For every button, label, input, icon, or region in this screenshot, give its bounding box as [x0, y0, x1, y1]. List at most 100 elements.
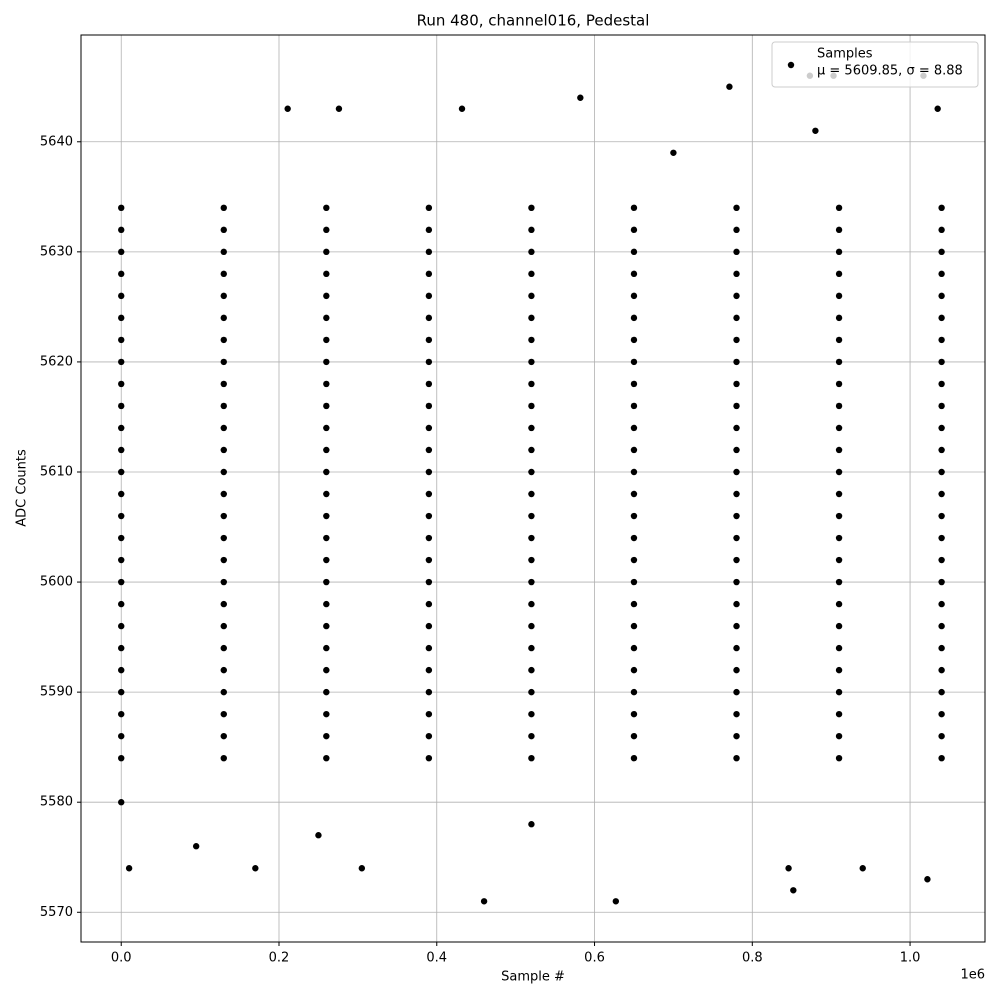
point	[118, 424, 125, 432]
point	[528, 688, 535, 696]
y-tick-label: 5630	[40, 244, 73, 259]
point	[528, 424, 535, 432]
point	[938, 512, 945, 520]
point	[323, 688, 330, 696]
point	[835, 204, 843, 212]
point	[733, 226, 740, 234]
point	[733, 380, 740, 388]
point	[220, 424, 227, 432]
point	[938, 358, 945, 366]
point	[835, 292, 843, 300]
point	[323, 534, 330, 542]
point	[733, 204, 740, 212]
y-axis-label: ADC Counts	[15, 449, 30, 527]
point	[733, 446, 740, 454]
point	[670, 149, 677, 156]
point	[425, 314, 433, 322]
point	[425, 336, 433, 344]
point	[733, 490, 740, 498]
point	[323, 292, 330, 300]
point	[835, 424, 843, 432]
point	[220, 270, 227, 278]
point	[220, 204, 227, 212]
point	[425, 424, 433, 432]
point	[425, 512, 433, 520]
point	[528, 666, 535, 674]
point	[785, 865, 792, 872]
point	[733, 534, 740, 542]
point	[938, 204, 945, 212]
point	[323, 314, 330, 322]
point	[323, 446, 330, 454]
point	[118, 644, 125, 652]
point	[220, 248, 227, 256]
point	[938, 292, 945, 300]
point	[220, 336, 227, 344]
point	[528, 556, 535, 564]
point	[118, 380, 125, 388]
point	[630, 754, 638, 762]
point	[835, 226, 843, 234]
point	[220, 358, 227, 366]
point	[630, 336, 638, 344]
point	[528, 732, 535, 740]
point	[528, 336, 535, 344]
x-axis-label: Sample #	[501, 970, 565, 985]
point	[938, 644, 945, 652]
point	[835, 380, 843, 388]
point	[125, 865, 133, 872]
point	[938, 424, 945, 432]
point	[323, 204, 330, 212]
point	[458, 105, 466, 112]
point	[220, 710, 227, 718]
point	[630, 556, 638, 564]
point	[733, 600, 740, 608]
legend-label: Samples	[817, 47, 873, 62]
point	[425, 754, 433, 762]
point	[835, 578, 843, 586]
point	[323, 248, 330, 256]
point	[835, 446, 843, 454]
point	[425, 578, 433, 586]
point	[323, 622, 330, 630]
point	[630, 468, 638, 476]
point	[118, 292, 125, 300]
point	[220, 490, 227, 498]
point	[528, 248, 535, 256]
point	[630, 732, 638, 740]
point	[733, 666, 740, 674]
point	[323, 226, 330, 234]
point	[790, 887, 797, 894]
point	[733, 622, 740, 630]
point	[220, 512, 227, 520]
point	[630, 424, 638, 432]
point	[118, 688, 125, 696]
point	[835, 468, 843, 476]
point	[118, 556, 125, 564]
point	[733, 402, 740, 410]
y-tick-label: 5570	[40, 905, 73, 920]
legend: Samples μ = 5609.85, σ = 8.88	[771, 41, 979, 88]
point	[323, 732, 330, 740]
point	[612, 898, 620, 905]
point	[733, 314, 740, 322]
point	[425, 556, 433, 564]
point	[118, 248, 125, 256]
point	[924, 876, 931, 883]
point	[425, 402, 433, 410]
point	[630, 534, 638, 542]
point	[528, 578, 535, 586]
point	[630, 270, 638, 278]
point	[118, 314, 125, 322]
point	[938, 732, 945, 740]
point	[630, 292, 638, 300]
point	[528, 600, 535, 608]
point	[528, 754, 535, 762]
point	[220, 578, 227, 586]
point	[859, 865, 866, 872]
point	[630, 578, 638, 586]
point	[733, 556, 740, 564]
point	[323, 424, 330, 432]
